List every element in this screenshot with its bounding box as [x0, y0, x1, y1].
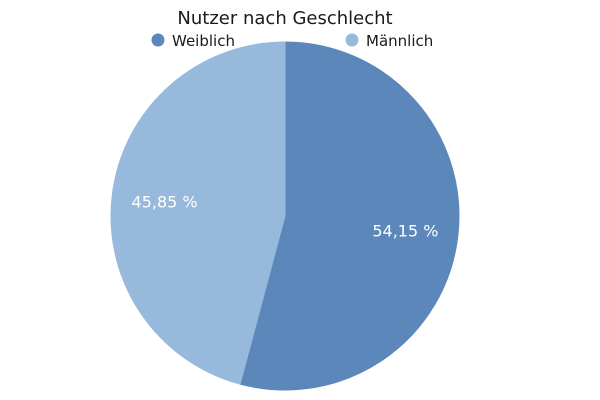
legend-marker-maennlich — [345, 33, 359, 47]
legend: Weiblich Männlich — [151, 32, 433, 50]
chart-title: Nutzer nach Geschlecht — [177, 8, 392, 29]
pie-slice-weiblich — [239, 41, 460, 391]
data-label-weiblich: 54,15 % — [372, 221, 438, 240]
pie-slices — [110, 41, 460, 391]
legend-item-maennlich: Männlich — [345, 32, 433, 50]
legend-marker-weiblich — [151, 33, 165, 47]
legend-label-weiblich: Weiblich — [172, 32, 235, 50]
pie-slice-maennlich — [110, 41, 286, 385]
legend-item-weiblich: Weiblich — [151, 32, 235, 50]
data-label-maennlich: 45,85 % — [132, 193, 198, 212]
pie-labels: 54,15 % 45,85 % — [132, 193, 439, 241]
legend-label-maennlich: Männlich — [366, 32, 433, 50]
